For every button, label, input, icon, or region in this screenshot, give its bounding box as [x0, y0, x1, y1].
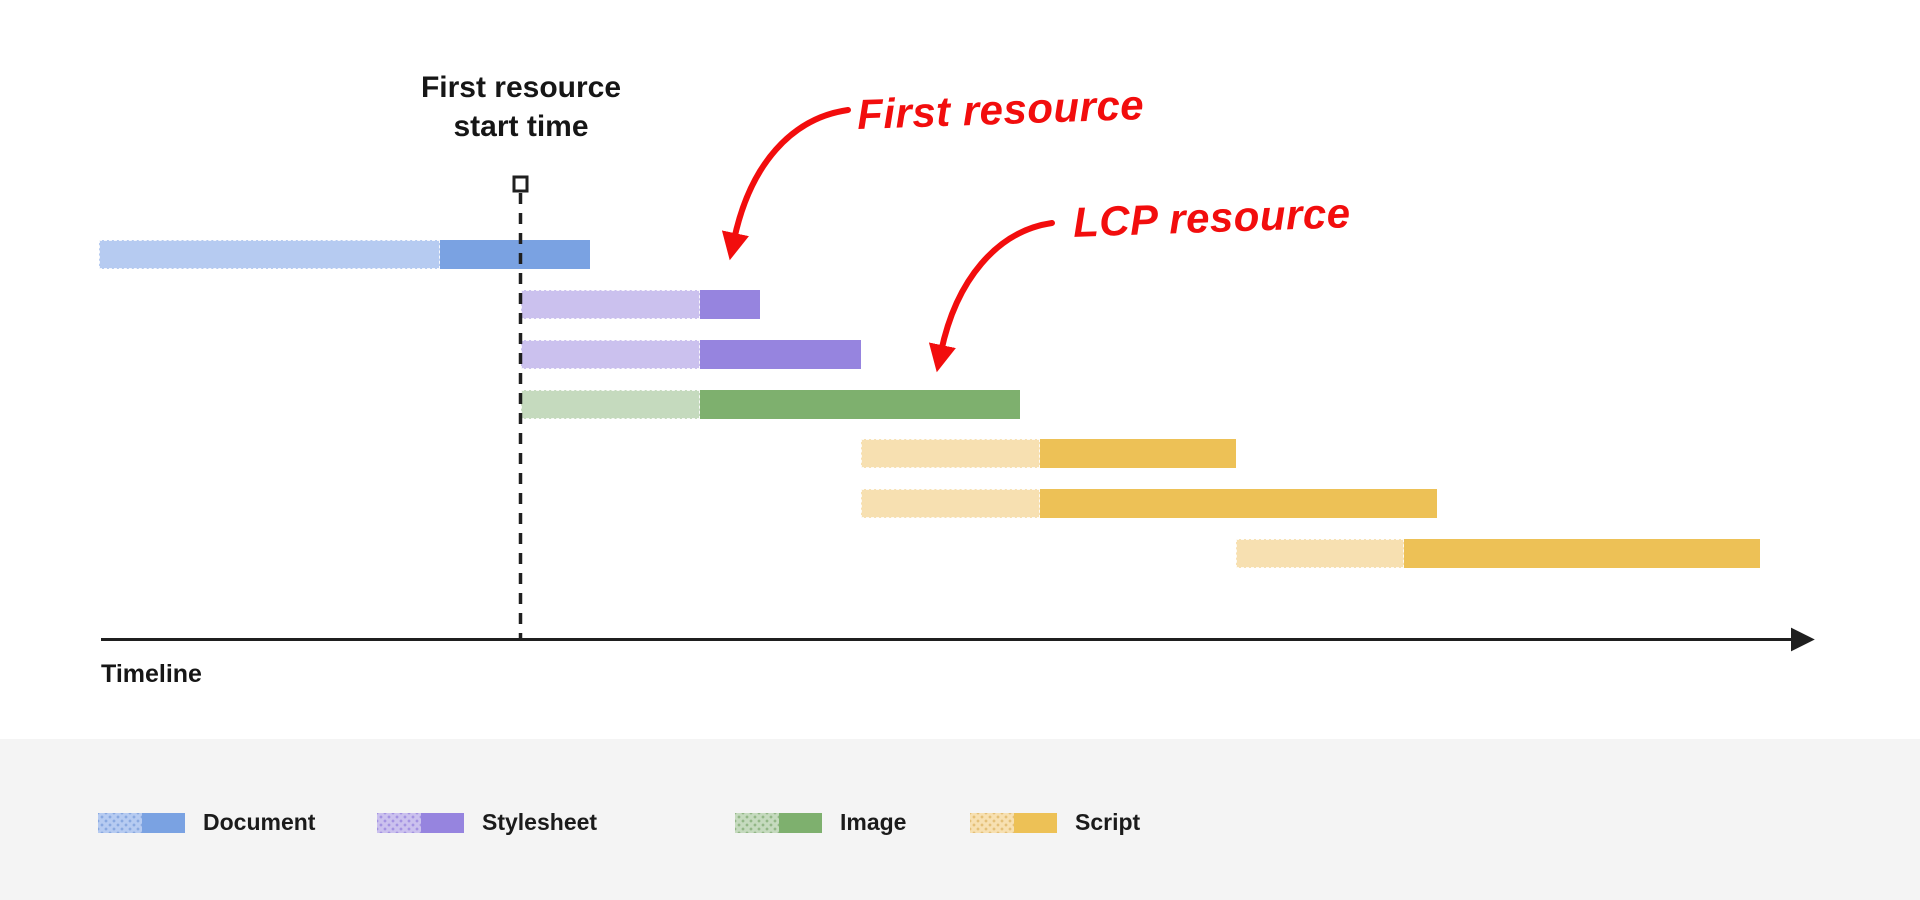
bar-script	[1236, 539, 1760, 568]
legend-label-document: Document	[203, 809, 316, 835]
swatch-light-half	[377, 812, 421, 833]
segment-download-phase	[1040, 489, 1437, 518]
swatch-dark-half	[1013, 812, 1057, 833]
segment-request-phase	[1236, 539, 1404, 568]
swatch-light-half	[98, 812, 142, 833]
legend-item-script: Script	[970, 809, 1140, 836]
segment-download-phase	[700, 290, 760, 319]
bar-script	[861, 439, 1236, 468]
segment-request-phase	[861, 489, 1040, 518]
segment-request-phase	[99, 240, 440, 269]
segment-download-phase	[1404, 539, 1760, 568]
legend-swatch-document	[98, 812, 185, 833]
bar-image	[521, 390, 1020, 419]
segment-download-phase	[700, 390, 1020, 419]
segment-download-phase	[440, 240, 590, 269]
swatch-dark-half	[778, 812, 822, 833]
segment-request-phase	[861, 439, 1040, 468]
segment-download-phase	[1040, 439, 1236, 468]
title-line-2: start time	[453, 110, 589, 143]
segment-download-phase	[700, 340, 861, 369]
legend-label-stylesheet: Stylesheet	[482, 809, 598, 835]
first-resource-start-time-label: First resource start time	[421, 68, 621, 146]
swatch-dark-half	[420, 812, 464, 833]
legend: Document Stylesheet Image Script	[0, 739, 1920, 900]
bar-script	[861, 489, 1437, 518]
segment-request-phase	[521, 290, 700, 319]
swatch-light-half	[970, 812, 1014, 833]
timeline-label: Timeline	[101, 660, 202, 688]
bar-stylesheet	[521, 340, 861, 369]
first-resource-annotation: First resource	[856, 81, 1145, 138]
legend-item-document: Document	[98, 809, 315, 836]
legend-swatch-image	[735, 812, 822, 833]
legend-label-script: Script	[1075, 809, 1141, 835]
legend-item-stylesheet: Stylesheet	[377, 809, 597, 836]
lcp-resource-annotation: LCP resource	[1072, 189, 1352, 246]
segment-request-phase	[521, 340, 700, 369]
bar-stylesheet	[521, 290, 760, 319]
bar-document	[99, 240, 590, 269]
title-line-1: First resource	[420, 71, 622, 104]
legend-label-image: Image	[840, 809, 907, 835]
swatch-light-half	[735, 812, 779, 833]
swatch-dark-half	[141, 812, 185, 833]
legend-item-image: Image	[735, 809, 906, 836]
legend-swatch-stylesheet	[377, 812, 464, 833]
legend-swatch-script	[970, 812, 1057, 833]
segment-request-phase	[521, 390, 700, 419]
